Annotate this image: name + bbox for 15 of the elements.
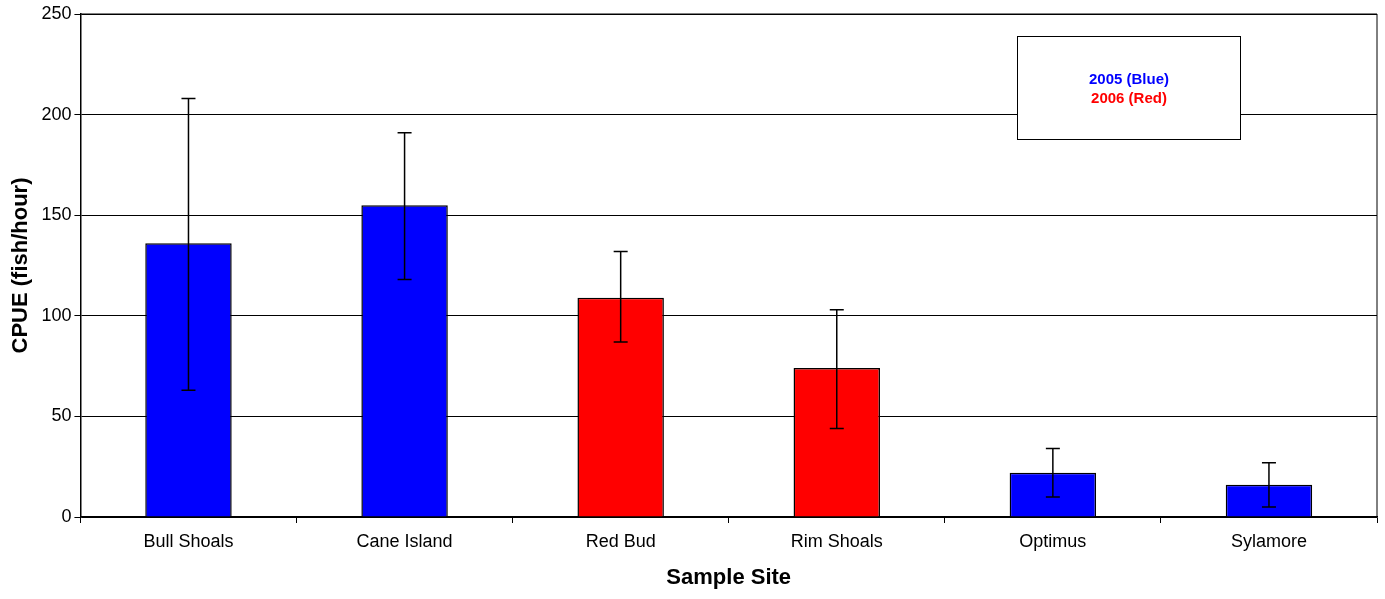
- y-tick-label: 250: [41, 2, 72, 23]
- x-tick-label: Optimus: [1019, 530, 1087, 551]
- legend-frame: 2005 (Blue) 2006 (Red): [1017, 36, 1241, 140]
- x-tick-label: Rim Shoals: [790, 530, 883, 551]
- y-tick-label: 200: [41, 103, 72, 124]
- x-tick-label: Red Bud: [585, 530, 656, 551]
- x-tick-label: Bull Shoals: [143, 530, 234, 551]
- x-tick-label: Cane Island: [356, 530, 453, 551]
- y-tick-label: 0: [61, 505, 72, 526]
- y-axis-title: CPUE (fish/hour): [7, 177, 33, 354]
- x-tick-label: Sylamore: [1230, 530, 1307, 551]
- y-tick-label: 150: [41, 204, 72, 225]
- y-tick-label: 50: [51, 405, 72, 426]
- y-tick-label: 100: [41, 304, 72, 325]
- x-axis-title: Sample Site: [666, 563, 792, 589]
